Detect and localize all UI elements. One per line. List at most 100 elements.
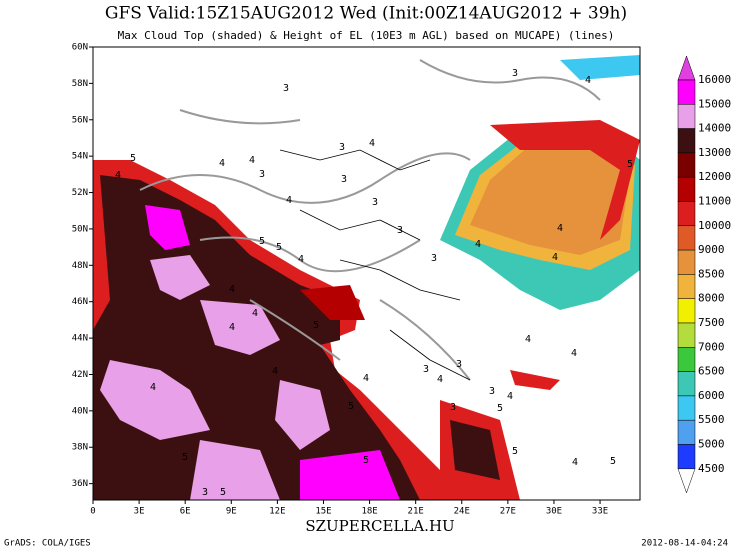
colorbar-band: [677, 79, 696, 105]
lat-label: 44N: [72, 334, 88, 344]
contour-label: 5: [497, 403, 503, 414]
colorbar-label: 9000: [698, 243, 725, 256]
lon-label: 30E: [546, 507, 562, 517]
lon-label: 6E: [180, 507, 191, 517]
colorbar-band: [677, 249, 696, 275]
contour-label: 4: [437, 374, 443, 385]
contour-label: 3: [431, 253, 437, 264]
contour-label: 3: [341, 174, 347, 185]
subtitle: Max Cloud Top (shaded) & Height of EL (1…: [118, 29, 615, 42]
colorbar-label: 10000: [698, 219, 731, 232]
lon-label: 12E: [269, 507, 285, 517]
colorbar: 16000 15000 14000 13000 12000 11000 10000 9000 8…: [677, 55, 731, 494]
contour-label: 3: [489, 386, 495, 397]
lat-label: 38N: [72, 443, 88, 453]
lat-label: 56N: [72, 115, 88, 125]
contour-label: 3: [423, 364, 429, 375]
contour-label: 3: [397, 225, 403, 236]
title: GFS Valid:15Z15AUG2012 Wed (Init:00Z14AU…: [105, 4, 627, 24]
contour-label: 4: [115, 170, 121, 181]
contour-label: 4: [252, 308, 258, 319]
contour-label: 5: [610, 456, 616, 467]
map-shading: [92, 46, 641, 501]
contour-label: 4: [552, 252, 558, 263]
lon-label: 21E: [408, 507, 424, 517]
contour-label: 4: [229, 322, 235, 333]
lon-label: 33E: [592, 507, 608, 517]
lon-label: 9E: [226, 507, 237, 517]
contour-label: 5: [259, 236, 265, 247]
contour-label: 5: [627, 159, 633, 170]
colorbar-label: 11000: [698, 195, 731, 208]
colorbar-arrow: [677, 468, 696, 494]
contour-label: 5: [512, 446, 518, 457]
contour-label: 4: [286, 195, 292, 206]
contour-label: 5: [313, 320, 319, 331]
colorbar-label: 6000: [698, 389, 725, 402]
contour-label: 3: [450, 402, 456, 413]
lat-label: 48N: [72, 261, 88, 271]
colorbar-band: [677, 395, 696, 421]
lat-label: 42N: [72, 370, 88, 380]
footer-left: GrADS: COLA/IGES: [4, 539, 91, 549]
contour-label: 3: [372, 197, 378, 208]
lat-label: 40N: [72, 406, 88, 416]
colorbar-band: [677, 298, 696, 324]
colorbar-band: [677, 176, 696, 202]
lat-label: 52N: [72, 188, 88, 198]
colorbar-label: 7000: [698, 340, 725, 353]
colorbar-band: [677, 347, 696, 372]
colorbar-label: 6500: [698, 365, 725, 378]
contour-label: 3: [202, 487, 208, 498]
colorbar-label: 5000: [698, 438, 725, 451]
contour-label: 3: [456, 359, 462, 370]
contour-label: 4: [150, 382, 156, 393]
contour-label: 5: [348, 401, 354, 412]
lon-label: 24E: [454, 507, 470, 517]
lon-label: 3E: [134, 507, 145, 517]
contour-label: 5: [182, 452, 188, 463]
contour-label: 5: [130, 153, 136, 164]
contour-label: 4: [249, 155, 255, 166]
colorbar-label: 15000: [698, 97, 731, 110]
contour-label: 5: [220, 487, 226, 498]
lat-label: 58N: [72, 79, 88, 89]
contour-label: 4: [219, 158, 225, 169]
colorbar-label: 7500: [698, 316, 725, 329]
colorbar-band: [677, 371, 696, 397]
lon-label: 18E: [361, 507, 377, 517]
lat-label: 36N: [72, 479, 88, 489]
colorbar-band: [677, 152, 696, 178]
colorbar-label: 4500: [698, 462, 725, 475]
lat-label: 50N: [72, 224, 88, 234]
lon-label: 0: [90, 507, 95, 517]
colorbar-band: [677, 104, 696, 129]
contour-label: 3: [259, 169, 265, 180]
contour-label: 3: [512, 68, 518, 79]
contour-label: 4: [507, 391, 513, 402]
footer-center: SZUPERCELLA.HU: [305, 517, 454, 535]
contour-label: 4: [369, 138, 375, 149]
contour-label: 4: [572, 457, 578, 468]
lon-label: 27E: [500, 507, 516, 517]
contour-label: 3: [283, 83, 289, 94]
contour-label: 4: [475, 239, 481, 250]
colorbar-arrow: [677, 55, 696, 81]
colorbar-label: 5500: [698, 413, 725, 426]
contour-label: 4: [363, 373, 369, 384]
colorbar-label: 8500: [698, 267, 725, 280]
lat-label: 60N: [72, 43, 88, 53]
contour-label: 3: [339, 142, 345, 153]
contour-label: 5: [363, 455, 369, 466]
contour-label: 4: [229, 284, 235, 295]
colorbar-band: [677, 322, 696, 348]
footer-right: 2012-08-14-04:24: [641, 539, 728, 549]
colorbar-band: [677, 274, 696, 299]
lat-label: 46N: [72, 297, 88, 307]
lat-label: 54N: [72, 152, 88, 162]
colorbar-band: [677, 225, 696, 251]
contour-label: 4: [585, 75, 591, 86]
contour-label: 4: [272, 366, 278, 377]
colorbar-band: [677, 128, 696, 154]
